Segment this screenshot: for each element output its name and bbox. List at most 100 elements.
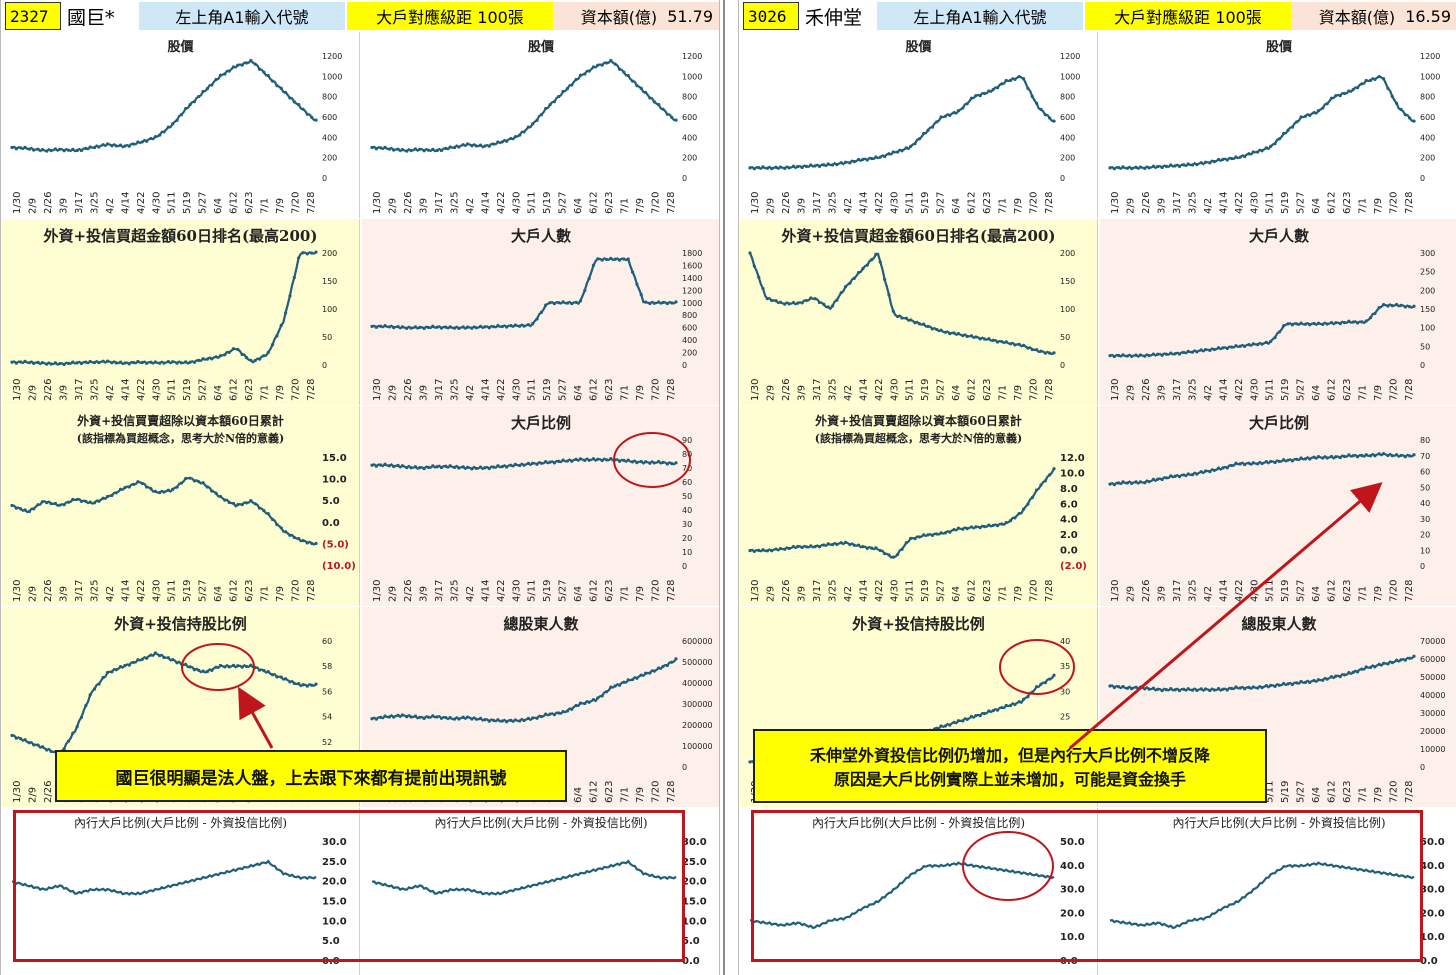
data-point <box>253 665 257 670</box>
data-point <box>301 683 305 687</box>
x-tick-label: 6/12 <box>229 379 240 401</box>
data-point <box>956 526 961 530</box>
data-point <box>297 682 301 686</box>
data-point <box>413 465 418 469</box>
x-tick-label: 7/20 <box>651 580 662 602</box>
data-point <box>635 461 639 465</box>
stock-code-cell[interactable]: 3026 <box>743 2 799 30</box>
x-tick-label: 7/9 <box>1013 586 1024 602</box>
x-tick-label: 2/9 <box>387 198 398 214</box>
svg-text:6/23: 6/23 <box>982 379 993 401</box>
data-point <box>392 326 396 330</box>
data-point <box>465 325 470 329</box>
data-point <box>284 311 288 315</box>
x-tick-label: 3/17 <box>74 580 85 602</box>
data-point <box>800 165 804 170</box>
data-point <box>557 711 561 715</box>
data-point <box>852 160 856 164</box>
data-point <box>1230 463 1234 468</box>
data-point <box>1334 321 1338 325</box>
data-point <box>197 480 201 484</box>
data-point <box>674 300 678 304</box>
data-point <box>1308 457 1312 461</box>
x-tick-label: 3/9 <box>1156 198 1167 214</box>
data-point <box>1347 319 1351 323</box>
x-tick-label: 6/12 <box>1327 580 1338 602</box>
data-point <box>292 535 296 540</box>
data-point <box>301 107 305 111</box>
x-tick-label: 1/30 <box>12 781 23 803</box>
svg-text:1/30: 1/30 <box>750 192 761 214</box>
data-point <box>127 485 131 489</box>
data-point <box>987 523 991 527</box>
data-point <box>253 502 257 506</box>
svg-text:5/19: 5/19 <box>1280 192 1291 214</box>
data-point <box>544 460 548 464</box>
data-point <box>1134 165 1138 169</box>
x-tick-label: 7/28 <box>1404 781 1415 803</box>
svg-text:4/30: 4/30 <box>511 580 522 602</box>
data-point <box>1364 453 1368 457</box>
data-point <box>240 665 244 669</box>
data-point <box>1156 687 1160 691</box>
data-point <box>171 487 175 491</box>
data-point <box>505 465 509 469</box>
data-point <box>314 118 318 122</box>
data-point <box>1355 321 1360 325</box>
x-tick-label: 6/4 <box>1311 787 1322 803</box>
data-point <box>1121 480 1125 484</box>
chart-svg: 50.040.030.020.010.00.0 <box>749 837 1085 967</box>
y-tick-label: 10.0 <box>1060 932 1085 943</box>
data-point <box>158 491 162 495</box>
svg-text:6/12: 6/12 <box>589 379 600 401</box>
data-point <box>1338 456 1342 460</box>
data-point <box>88 693 92 697</box>
data-point <box>461 715 465 719</box>
data-point <box>935 327 939 332</box>
data-point <box>392 715 396 719</box>
data-point <box>670 115 674 119</box>
data-point <box>535 716 539 720</box>
data-point <box>843 285 848 289</box>
data-point <box>987 337 991 341</box>
data-point <box>23 508 27 512</box>
data-point <box>813 297 817 301</box>
data-point <box>1273 684 1277 688</box>
x-tick-label: 5/11 <box>1265 192 1276 214</box>
svg-text:7/28: 7/28 <box>1404 580 1415 602</box>
y-tick-label: 1800 <box>682 249 702 258</box>
stock-code-cell[interactable]: 2327 <box>5 2 61 30</box>
data-point <box>796 544 800 549</box>
data-point <box>1303 114 1308 118</box>
data-point <box>483 717 487 722</box>
y-tick-label: 200 <box>322 154 337 163</box>
series-line <box>11 58 317 153</box>
x-tick-label: 6/23 <box>982 192 993 214</box>
data-point <box>1160 688 1164 693</box>
data-point <box>1151 164 1156 168</box>
data-point <box>392 464 396 469</box>
data-point <box>943 724 948 728</box>
data-point <box>1112 167 1116 171</box>
data-point <box>45 149 49 153</box>
data-point <box>227 350 231 354</box>
x-tick-label: 4/14 <box>1218 192 1229 214</box>
data-point <box>45 748 49 752</box>
data-point <box>861 545 865 549</box>
svg-text:5/27: 5/27 <box>936 379 947 401</box>
data-point <box>292 100 296 104</box>
svg-text:7/28: 7/28 <box>1044 192 1055 214</box>
data-point <box>904 316 908 320</box>
data-point <box>136 480 140 484</box>
svg-text:6/12: 6/12 <box>229 379 240 401</box>
data-point <box>1355 670 1360 674</box>
data-point <box>249 499 253 503</box>
x-tick-label: 6/4 <box>1311 385 1322 401</box>
x-tick-label: 4/14 <box>1218 379 1229 401</box>
data-point <box>1117 685 1121 689</box>
data-point <box>657 300 661 304</box>
chart-title: 內行大戶比例(大戶比例 - 外資投信比例) <box>811 816 1026 830</box>
data-point <box>1013 77 1017 82</box>
data-point <box>891 555 895 559</box>
data-point <box>284 677 288 681</box>
